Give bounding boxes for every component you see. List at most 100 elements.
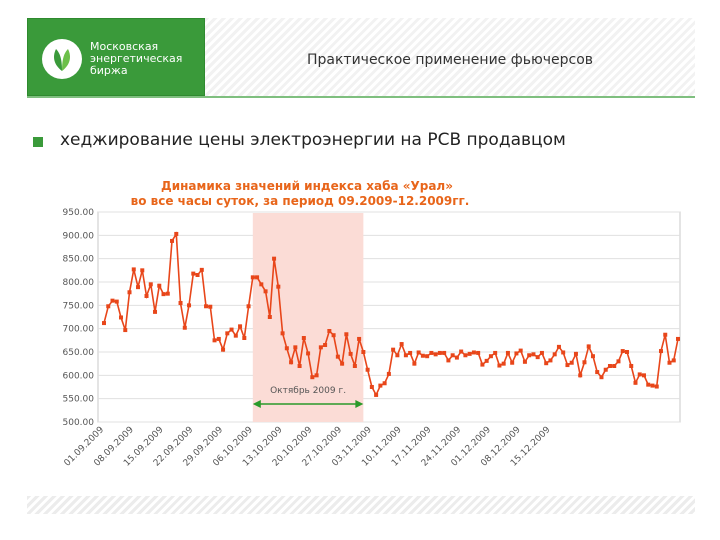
data-point [250,275,255,280]
data-point [654,384,659,389]
data-point [535,355,540,360]
logo-text: Московская энергетическая биржа [90,41,182,77]
data-point [573,351,578,356]
y-tick-label: 650.00 [63,348,95,358]
data-point [676,336,680,341]
data-point [289,360,294,365]
y-tick-label: 550.00 [63,395,95,405]
data-point [208,304,213,309]
data-point [663,332,668,337]
data-point [195,273,200,277]
data-point [225,331,230,336]
data-point [365,367,370,372]
chart-title-line-1: Динамика значений индекса хаба «Урал» [161,179,453,193]
logo-emblem-icon [42,39,82,79]
data-point [233,333,238,338]
data-point [216,336,221,341]
data-point [556,344,561,349]
data-point [153,309,158,314]
data-point [552,352,557,357]
data-point [620,349,625,354]
data-point [565,363,570,368]
arrow-left-icon [252,400,261,408]
data-point [633,380,638,385]
data-point [382,381,387,386]
data-point [157,283,162,288]
data-point [102,321,106,326]
logo: Московская энергетическая биржа [27,18,205,96]
page-title: Практическое применение фьючерсов [306,52,594,68]
data-point [335,354,340,359]
logo-line-1: Московская [90,40,159,53]
data-point [569,360,574,365]
data-point [463,353,468,358]
data-point [114,299,119,304]
data-point [212,338,217,343]
data-point [514,351,519,356]
data-point [510,360,515,365]
data-point [425,354,430,359]
data-point [123,328,128,333]
data-point [110,298,115,303]
data-point [263,289,268,294]
y-tick-label: 950.00 [63,208,95,218]
data-point [488,354,493,359]
data-point [582,360,587,365]
data-point [437,350,442,355]
data-point [340,361,345,366]
y-tick-label: 500.00 [63,418,95,428]
data-point [395,353,400,358]
data-point [501,361,506,366]
data-point [590,354,595,359]
data-point [178,301,183,305]
data-point [420,353,425,358]
data-point [429,350,434,355]
data-point [416,350,421,355]
data-point [136,285,141,290]
data-point [199,267,204,272]
chart-title-line-2: во все часы суток, за период 09.2009-12.… [131,194,470,208]
data-point [276,284,281,289]
data-point [442,350,447,355]
data-point [280,331,285,336]
data-point [344,332,349,337]
data-point [165,291,170,296]
data-point [255,275,260,280]
y-tick-label: 600.00 [63,371,95,381]
logo-line-2: энергетическая [90,52,183,65]
data-point [306,351,311,356]
data-point [301,336,306,340]
logo-line-3: биржа [90,64,128,77]
data-point [297,364,302,368]
data-point [471,350,476,355]
footer-band [27,496,695,514]
data-point [561,350,566,355]
data-point [229,327,234,332]
data-point [480,362,485,367]
series-line [103,231,679,397]
data-point [403,353,408,358]
data-point [127,290,132,295]
data-point [459,349,464,354]
data-point [131,267,136,272]
data-point [454,355,459,360]
data-point [629,364,634,368]
data-point [505,350,510,355]
data-point [607,364,612,368]
data-point [259,282,264,287]
data-point [650,383,655,388]
data-point [327,329,332,333]
data-point [267,315,272,319]
data-point [518,348,523,353]
data-point [221,347,226,352]
y-tick-label: 700.00 [63,325,95,335]
data-point [595,370,600,375]
data-point [242,336,247,340]
october-annotation: Октябрь 2009 г. [270,386,346,396]
data-point [310,375,315,380]
data-point [467,351,472,356]
data-point [522,359,527,364]
header-divider [27,96,695,98]
data-point [450,353,455,358]
data-point [408,350,413,355]
